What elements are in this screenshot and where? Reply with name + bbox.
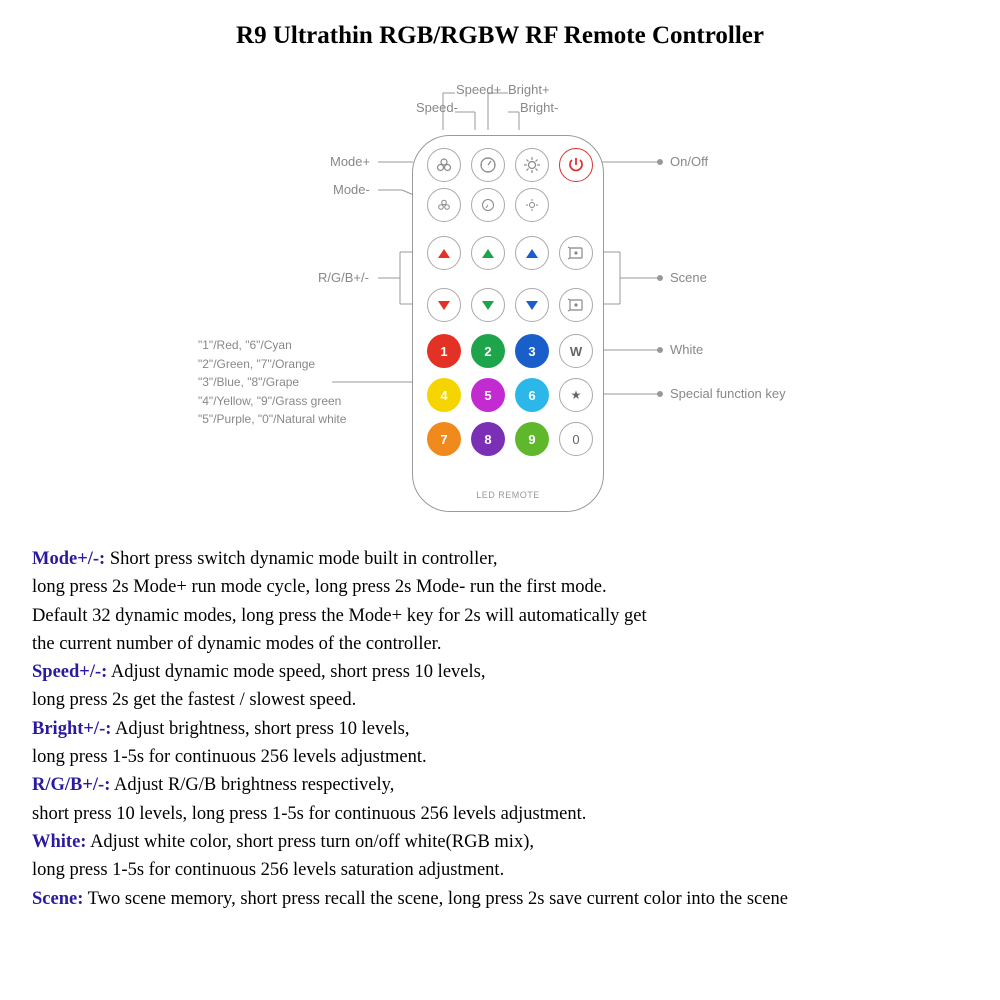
remote-footer-label: LED REMOTE — [413, 490, 603, 500]
label-special: Special function key — [670, 386, 786, 401]
speed-icon — [478, 155, 498, 175]
desc-cont: long press 2s get the fastest / slowest … — [32, 686, 968, 714]
desc-key: Speed+/-: — [32, 662, 107, 682]
bright-minus-icon — [522, 195, 542, 215]
legend-line: "4"/Yellow, "9"/Grass green — [198, 392, 346, 411]
desc-cont: long press 1-5s for continuous 256 level… — [32, 743, 968, 771]
desc-text: Adjust R/G/B brightness respectively, — [110, 775, 394, 795]
label-bright-plus: Bright+ — [508, 82, 550, 97]
special-function-button[interactable]: ★ — [559, 378, 593, 412]
label-speed-minus: Speed- — [416, 100, 458, 115]
label-bright-minus: Bright- — [520, 100, 558, 115]
triangle-down-icon — [438, 301, 450, 310]
mode-minus-icon — [434, 195, 454, 215]
speed-minus-icon — [478, 195, 498, 215]
bright-plus-icon — [522, 155, 542, 175]
triangle-down-icon — [482, 301, 494, 310]
desc-text: Short press switch dynamic mode built in… — [105, 549, 497, 569]
power-button[interactable] — [559, 148, 593, 182]
label-onoff: On/Off — [670, 154, 708, 169]
color-1-button[interactable]: 1 — [427, 334, 461, 368]
description-block: Mode+/-: Short press switch dynamic mode… — [32, 545, 968, 913]
scene-icon — [566, 295, 586, 315]
label-mode-minus: Mode- — [333, 182, 370, 197]
color-4-button[interactable]: 4 — [427, 378, 461, 412]
desc-key: Scene: — [32, 889, 83, 909]
mode-minus-button[interactable] — [427, 188, 461, 222]
scene-1-button[interactable] — [559, 236, 593, 270]
legend-line: "3"/Blue, "8"/Grape — [198, 373, 346, 392]
desc-line: Bright+/-: Adjust brightness, short pres… — [32, 715, 968, 743]
desc-cont: long press 1-5s for continuous 256 level… — [32, 856, 968, 884]
color-9-button[interactable]: 9 — [515, 422, 549, 456]
blue-down-button[interactable] — [515, 288, 549, 322]
desc-text: Adjust dynamic mode speed, short press 1… — [107, 662, 485, 682]
desc-cont: long press 2s Mode+ run mode cycle, long… — [32, 573, 968, 601]
color-3-button[interactable]: 3 — [515, 334, 549, 368]
legend-line: "5"/Purple, "0"/Natural white — [198, 410, 346, 429]
green-down-button[interactable] — [471, 288, 505, 322]
red-up-button[interactable] — [427, 236, 461, 270]
label-mode-plus: Mode+ — [330, 154, 370, 169]
desc-cont: short press 10 levels, long press 1-5s f… — [32, 800, 968, 828]
triangle-up-icon — [526, 249, 538, 258]
speed-minus-button[interactable] — [471, 188, 505, 222]
desc-text: Adjust brightness, short press 10 levels… — [111, 719, 409, 739]
green-up-button[interactable] — [471, 236, 505, 270]
speed-plus-button[interactable] — [471, 148, 505, 182]
scene-2-button[interactable] — [559, 288, 593, 322]
remote-diagram: Speed- Speed+ Bright+ Bright- Mode+ Mode… — [0, 60, 1000, 520]
legend-line: "1"/Red, "6"/Cyan — [198, 336, 346, 355]
label-white: White — [670, 342, 703, 357]
label-speed-plus: Speed+ — [456, 82, 501, 97]
desc-key: Bright+/-: — [32, 719, 111, 739]
blue-up-button[interactable] — [515, 236, 549, 270]
label-scene: Scene — [670, 270, 707, 285]
desc-text: Two scene memory, short press recall the… — [83, 889, 788, 909]
triangle-up-icon — [482, 249, 494, 258]
color-7-button[interactable]: 7 — [427, 422, 461, 456]
color-legend: "1"/Red, "6"/Cyan"2"/Green, "7"/Orange"3… — [198, 336, 346, 429]
label-rgb: R/G/B+/- — [318, 270, 369, 285]
red-down-button[interactable] — [427, 288, 461, 322]
desc-key: White: — [32, 832, 86, 852]
triangle-down-icon — [526, 301, 538, 310]
color-2-button[interactable]: 2 — [471, 334, 505, 368]
desc-text: Adjust white color, short press turn on/… — [86, 832, 534, 852]
zero-button[interactable]: 0 — [559, 422, 593, 456]
desc-cont: Default 32 dynamic modes, long press the… — [32, 602, 968, 630]
mode-plus-icon — [434, 155, 454, 175]
scene-icon — [566, 243, 586, 263]
color-5-button[interactable]: 5 — [471, 378, 505, 412]
white-button[interactable]: W — [559, 334, 593, 368]
page-title: R9 Ultrathin RGB/RGBW RF Remote Controll… — [0, 22, 1000, 50]
color-6-button[interactable]: 6 — [515, 378, 549, 412]
legend-line: "2"/Green, "7"/Orange — [198, 355, 346, 374]
desc-key: Mode+/-: — [32, 549, 105, 569]
desc-line: White: Adjust white color, short press t… — [32, 828, 968, 856]
desc-line: R/G/B+/-: Adjust R/G/B brightness respec… — [32, 771, 968, 799]
desc-line: Mode+/-: Short press switch dynamic mode… — [32, 545, 968, 573]
color-8-button[interactable]: 8 — [471, 422, 505, 456]
power-icon — [566, 155, 586, 175]
triangle-up-icon — [438, 249, 450, 258]
desc-key: R/G/B+/-: — [32, 775, 110, 795]
desc-cont: the current number of dynamic modes of t… — [32, 630, 968, 658]
mode-plus-button[interactable] — [427, 148, 461, 182]
bright-minus-button[interactable] — [515, 188, 549, 222]
bright-plus-button[interactable] — [515, 148, 549, 182]
desc-line: Scene: Two scene memory, short press rec… — [32, 885, 968, 913]
remote-body: 123 456 789 W ★ 0 LED REMOTE — [412, 135, 604, 512]
desc-line: Speed+/-: Adjust dynamic mode speed, sho… — [32, 658, 968, 686]
